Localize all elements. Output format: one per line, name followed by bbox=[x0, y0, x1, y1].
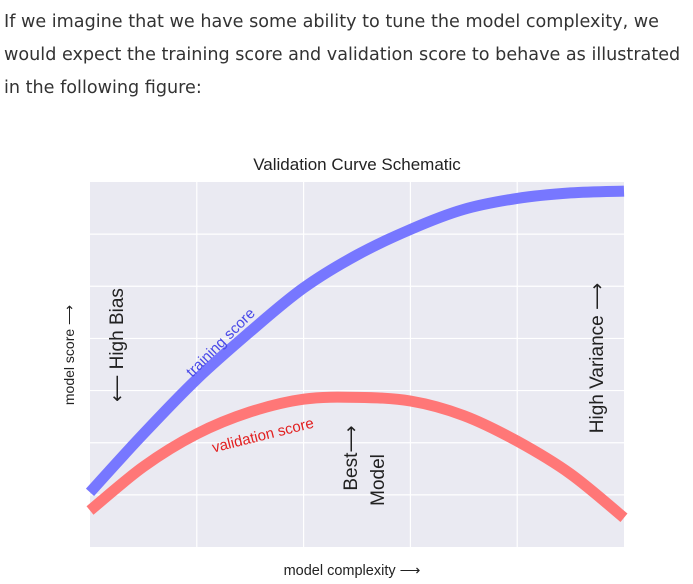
chart-title: Validation Curve Schematic bbox=[253, 155, 461, 174]
annotation-high-variance: High Variance ⟶ bbox=[587, 283, 608, 433]
annotation-high-bias: ⟵ High Bias bbox=[107, 288, 128, 402]
validation-curve-chart: Validation Curve Schematic model complex… bbox=[61, 155, 628, 579]
x-axis-label: model complexity ⟶ bbox=[284, 563, 421, 579]
plot-background bbox=[90, 182, 624, 547]
plot-area bbox=[85, 182, 628, 547]
series-line-training-score bbox=[85, 185, 625, 496]
series-line-validation-score bbox=[86, 391, 628, 523]
annotation-model: Model bbox=[368, 454, 389, 506]
annotation-best: Best⟶ bbox=[341, 425, 362, 490]
intro-paragraph: If we imagine that we have some ability … bbox=[4, 12, 681, 98]
y-axis-label: model score ⟶ bbox=[61, 305, 77, 405]
